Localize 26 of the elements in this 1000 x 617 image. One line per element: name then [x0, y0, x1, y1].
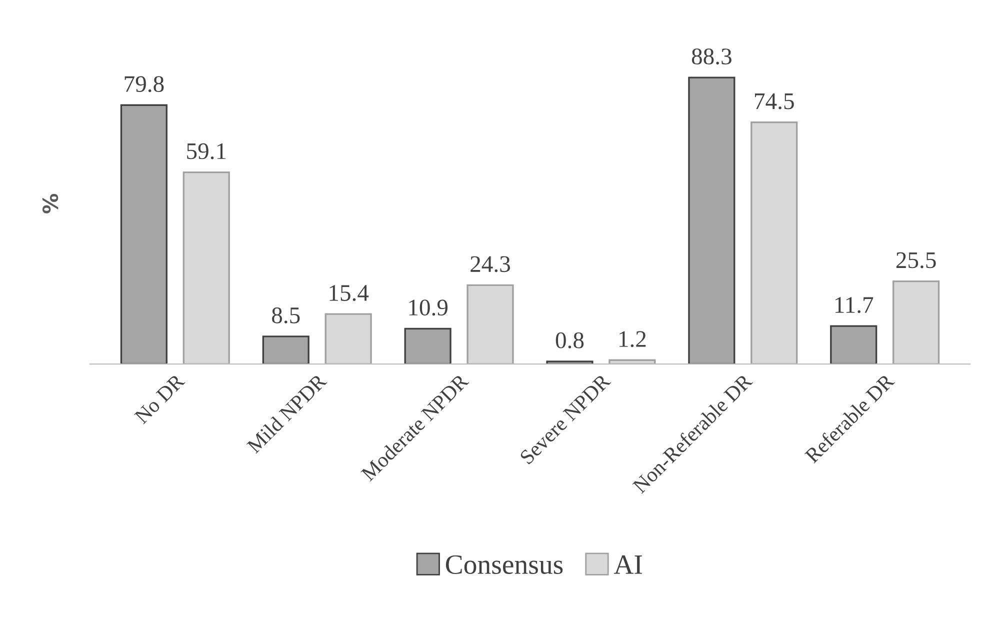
x-tick-label: No DR: [134, 372, 186, 424]
data-label: 25.5: [896, 252, 936, 268]
bar: [324, 313, 372, 364]
data-label: 79.8: [124, 76, 164, 92]
data-label: 10.9: [409, 300, 448, 316]
bar: [182, 171, 230, 364]
bar: [750, 122, 798, 364]
data-label: 11.7: [835, 297, 874, 314]
bar: [466, 284, 514, 364]
bar: [404, 328, 452, 364]
bar: [120, 104, 168, 364]
legend-label: Consensus: [446, 555, 563, 574]
y-axis-title: %: [42, 194, 58, 214]
legend-label: AI: [614, 555, 642, 574]
data-label: 74.5: [755, 93, 794, 110]
data-label: 15.4: [330, 285, 369, 302]
data-label: 24.3: [470, 256, 510, 272]
bar: [262, 336, 310, 364]
data-label: 88.3: [692, 48, 732, 65]
bar: [688, 76, 736, 364]
bar: [892, 280, 940, 364]
data-label: 0.8: [556, 332, 584, 348]
data-label: 8.5: [272, 307, 300, 324]
data-label: 1.2: [620, 331, 646, 348]
bar: [830, 325, 878, 364]
data-label: 59.1: [187, 143, 226, 160]
